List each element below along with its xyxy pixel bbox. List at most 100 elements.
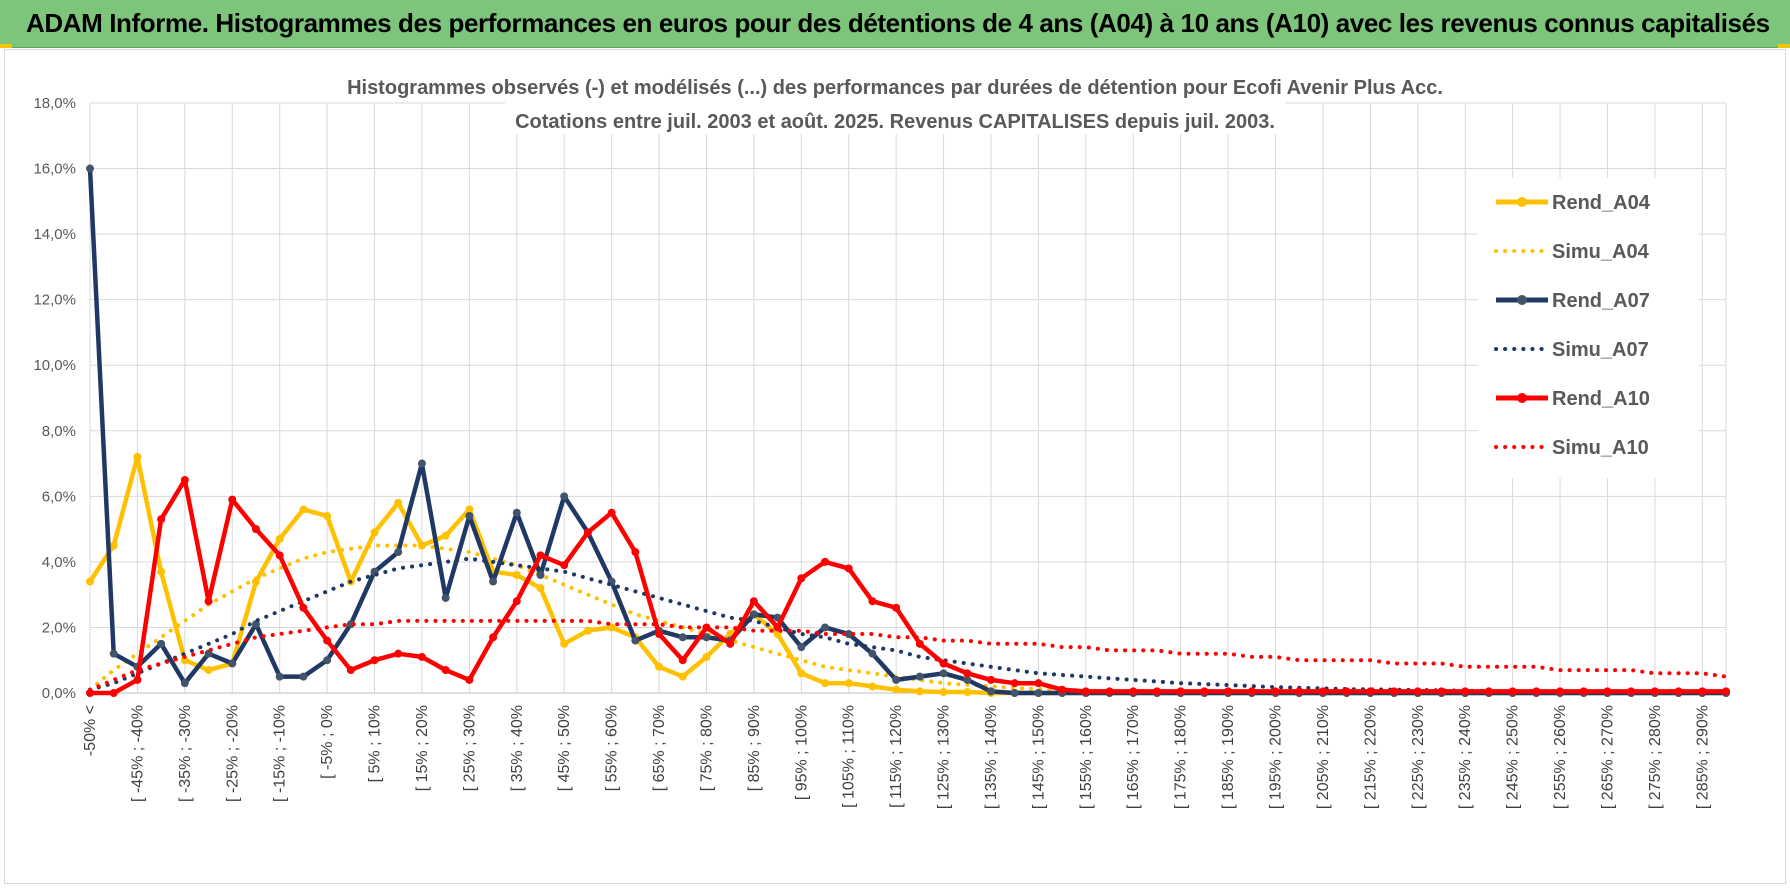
report-title: ADAM Informe. Histogrammes des performan… <box>26 8 1770 38</box>
data-point-rend-a10 <box>560 561 569 570</box>
data-point-rend-a07 <box>868 649 877 658</box>
legend-marker-rend-a10 <box>1517 393 1527 403</box>
data-point-rend-a10 <box>133 675 142 684</box>
legend-label-simu-a04: Simu_A04 <box>1552 241 1650 263</box>
data-point-rend-a10 <box>607 508 616 517</box>
data-point-rend-a10 <box>1318 687 1327 696</box>
data-point-rend-a07 <box>536 571 545 579</box>
data-point-rend-a10 <box>1650 687 1659 696</box>
data-point-rend-a10 <box>797 574 806 583</box>
data-point-rend-a10 <box>441 666 450 675</box>
x-tick-label: [ 55% ; 60% <box>604 705 621 791</box>
legend-label-rend-a07: Rend_A07 <box>1552 290 1650 312</box>
data-point-rend-a07 <box>560 492 569 501</box>
y-tick-label: 16,0% <box>33 161 76 178</box>
data-point-rend-a07 <box>1034 689 1043 697</box>
data-point-rend-a10 <box>228 495 237 504</box>
data-point-rend-a10 <box>1366 687 1375 696</box>
data-point-rend-a07 <box>180 679 189 688</box>
x-tick-label: [ 135% ; 140% <box>983 705 1000 809</box>
data-point-rend-a10 <box>157 515 166 524</box>
data-point-rend-a07 <box>86 164 94 173</box>
data-point-rend-a07 <box>749 610 758 619</box>
data-point-rend-a04 <box>204 666 213 675</box>
data-point-rend-a10 <box>678 656 687 665</box>
data-point-rend-a07 <box>299 672 308 681</box>
data-point-rend-a04 <box>465 505 474 514</box>
data-point-rend-a10 <box>986 675 995 684</box>
x-tick-label: [ 45% ; 50% <box>556 705 573 791</box>
data-point-rend-a10 <box>655 630 664 638</box>
data-point-rend-a10 <box>1627 687 1636 696</box>
x-tick-label: [ 205% ; 210% <box>1315 705 1332 809</box>
data-point-rend-a04 <box>797 669 806 678</box>
data-point-rend-a07 <box>986 687 995 696</box>
y-tick-label: 6,0% <box>42 488 76 505</box>
x-tick-label: [ 225% ; 230% <box>1410 705 1427 809</box>
data-point-rend-a10 <box>180 475 189 484</box>
data-point-rend-a04 <box>370 528 379 537</box>
data-point-rend-a10 <box>1674 687 1683 696</box>
series-line-simu-a10 <box>88 618 1728 692</box>
data-point-rend-a10 <box>1010 679 1019 688</box>
data-point-rend-a04 <box>607 623 616 632</box>
data-point-rend-a04 <box>892 685 901 694</box>
data-point-rend-a04 <box>868 682 877 691</box>
x-tick-label: [ 5% ; 10% <box>367 705 384 782</box>
x-tick-label: [ 95% ; 100% <box>793 705 810 800</box>
data-point-rend-a10 <box>892 603 901 612</box>
data-point-rend-a10 <box>275 551 284 560</box>
data-point-rend-a10 <box>109 689 118 697</box>
data-point-rend-a04 <box>678 672 687 681</box>
x-tick-label: [ 215% ; 220% <box>1362 705 1379 809</box>
data-point-rend-a10 <box>1603 687 1612 696</box>
data-point-rend-a10 <box>1556 687 1565 696</box>
subtitle-background <box>505 101 1285 134</box>
series-line-simu-a04 <box>88 543 1728 695</box>
x-tick-label: [ -15% ; -10% <box>272 705 289 802</box>
data-point-rend-a10 <box>1484 687 1493 696</box>
x-tick-label: [ 145% ; 150% <box>1030 705 1047 809</box>
x-tick-label: [ -25% ; -20% <box>224 705 241 802</box>
data-point-rend-a04 <box>702 652 711 661</box>
chart-frame <box>4 49 1786 884</box>
data-point-rend-a10 <box>939 659 948 668</box>
data-point-rend-a10 <box>489 633 498 642</box>
x-tick-label: [ 255% ; 260% <box>1552 705 1569 809</box>
data-point-rend-a07 <box>441 593 450 602</box>
data-point-rend-a10 <box>1390 687 1399 696</box>
x-tick-label: [ 125% ; 130% <box>936 705 953 809</box>
y-tick-label: 10,0% <box>33 357 76 374</box>
data-point-rend-a10 <box>1508 687 1517 696</box>
x-tick-label: [ 155% ; 160% <box>1078 705 1095 809</box>
data-point-rend-a10 <box>1224 687 1233 696</box>
x-tick-label: [ 265% ; 270% <box>1599 705 1616 809</box>
y-tick-label: 18,0% <box>33 95 76 112</box>
data-point-rend-a10 <box>86 689 94 697</box>
data-point-rend-a10 <box>370 656 379 665</box>
data-point-rend-a04 <box>299 505 308 514</box>
x-tick-label: [ 75% ; 80% <box>698 705 715 791</box>
report-banner: ADAM Informe. Histogrammes des performan… <box>0 0 1790 48</box>
data-point-rend-a10 <box>1295 687 1304 696</box>
data-point-rend-a04 <box>512 571 521 579</box>
legend-marker-rend-a04 <box>1517 197 1527 207</box>
data-point-rend-a07 <box>915 672 924 681</box>
data-point-rend-a04 <box>963 688 972 697</box>
y-tick-label: 4,0% <box>42 554 76 571</box>
x-tick-label: [ -35% ; -30% <box>177 705 194 802</box>
data-point-rend-a07 <box>963 675 972 684</box>
chart-subtitle: Cotations entre juil. 2003 et août. 2025… <box>515 111 1275 133</box>
data-point-rend-a07 <box>489 577 498 586</box>
data-point-rend-a07 <box>228 659 237 668</box>
x-tick-label: [ 85% ; 90% <box>746 705 763 791</box>
data-point-rend-a10 <box>299 603 308 612</box>
data-point-rend-a04 <box>583 626 592 635</box>
data-point-rend-a10 <box>512 597 521 606</box>
legend-label-simu-a10: Simu_A10 <box>1552 437 1649 459</box>
data-point-rend-a10 <box>417 652 426 661</box>
data-point-rend-a10 <box>821 557 830 566</box>
data-point-rend-a10 <box>465 675 474 684</box>
legend-marker-rend-a07 <box>1517 295 1527 305</box>
